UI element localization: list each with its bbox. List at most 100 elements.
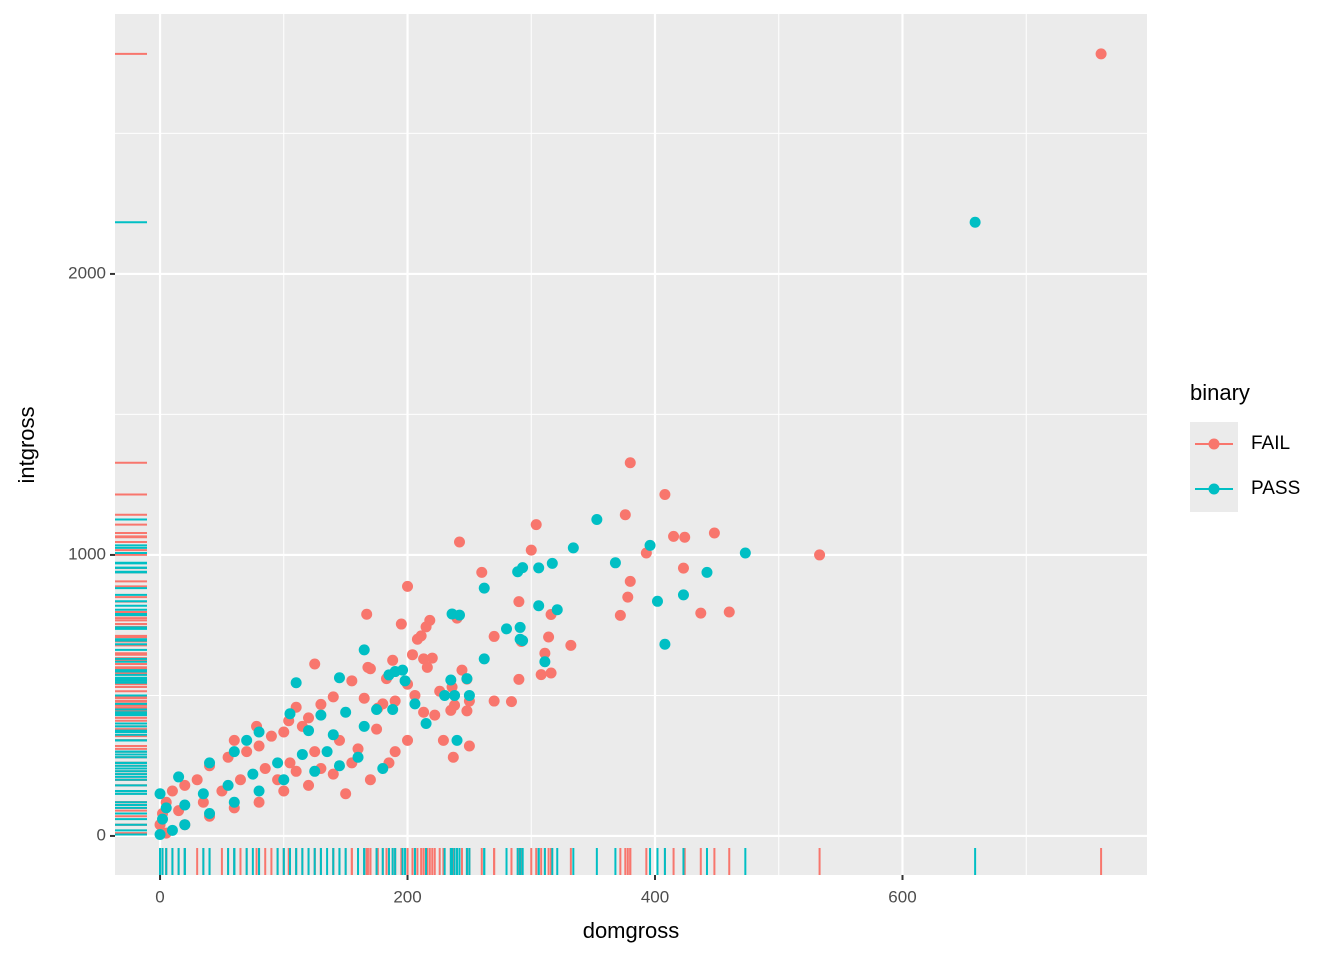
point xyxy=(517,635,529,647)
point xyxy=(546,557,558,569)
point xyxy=(402,580,414,592)
point xyxy=(418,706,430,718)
point xyxy=(476,566,488,578)
point xyxy=(315,698,327,710)
point xyxy=(426,652,438,664)
point xyxy=(228,746,240,758)
point xyxy=(701,566,713,578)
point xyxy=(622,591,634,603)
point xyxy=(253,796,265,808)
legend-label: FAIL xyxy=(1251,433,1290,454)
point xyxy=(296,748,308,760)
legend-marker xyxy=(1208,483,1220,495)
point xyxy=(543,631,555,643)
point xyxy=(463,740,475,752)
point xyxy=(420,718,432,730)
point xyxy=(346,675,358,687)
point xyxy=(488,695,500,707)
point xyxy=(241,734,253,746)
point xyxy=(461,673,473,685)
point xyxy=(644,539,656,551)
point xyxy=(290,677,302,689)
point xyxy=(358,692,370,704)
point xyxy=(228,734,240,746)
point xyxy=(624,457,636,469)
point xyxy=(488,630,500,642)
point xyxy=(309,658,321,670)
point xyxy=(409,689,421,701)
point xyxy=(551,604,563,616)
point xyxy=(659,489,671,501)
point xyxy=(228,796,240,808)
point xyxy=(259,762,271,774)
point xyxy=(253,740,265,752)
point xyxy=(327,768,339,780)
point xyxy=(539,656,551,668)
point xyxy=(461,705,473,717)
point xyxy=(387,654,399,666)
point xyxy=(371,723,383,735)
point xyxy=(272,757,284,769)
point xyxy=(333,672,345,684)
point xyxy=(456,664,468,676)
x-tick-label: 0 xyxy=(155,887,164,906)
point xyxy=(160,802,172,814)
point xyxy=(253,726,265,738)
point xyxy=(739,547,751,559)
legend-label: PASS xyxy=(1251,478,1300,499)
point xyxy=(447,751,459,763)
point xyxy=(445,674,457,686)
point xyxy=(411,633,423,645)
point xyxy=(179,799,191,811)
point xyxy=(451,734,463,746)
x-tick-label: 600 xyxy=(888,887,916,906)
point xyxy=(222,779,234,791)
point xyxy=(333,760,345,772)
point xyxy=(514,621,526,633)
point xyxy=(358,720,370,732)
point xyxy=(371,703,383,715)
point xyxy=(340,788,352,800)
point xyxy=(463,689,475,701)
point xyxy=(614,609,626,621)
point xyxy=(389,746,401,758)
point xyxy=(154,829,166,841)
point xyxy=(387,703,399,715)
point xyxy=(533,562,545,574)
point xyxy=(429,709,441,721)
point xyxy=(446,608,458,620)
point xyxy=(512,566,524,578)
point xyxy=(377,762,389,774)
point xyxy=(247,768,259,780)
point xyxy=(397,664,409,676)
point xyxy=(204,757,216,769)
point xyxy=(179,819,191,831)
point xyxy=(358,644,370,656)
point xyxy=(513,673,525,685)
point xyxy=(253,785,265,797)
point xyxy=(290,765,302,777)
point xyxy=(609,557,621,569)
point xyxy=(535,669,547,681)
x-tick-label: 200 xyxy=(393,887,421,906)
y-tick-label: 0 xyxy=(97,825,106,844)
point xyxy=(179,779,191,791)
point xyxy=(545,667,557,679)
point xyxy=(352,751,364,763)
point xyxy=(478,582,490,594)
point xyxy=(453,536,465,548)
point xyxy=(723,606,735,618)
point xyxy=(449,689,461,701)
point xyxy=(166,785,178,797)
point xyxy=(309,765,321,777)
point xyxy=(173,771,185,783)
point xyxy=(439,689,451,701)
point xyxy=(197,796,209,808)
point xyxy=(619,509,631,521)
point xyxy=(352,743,364,755)
y-tick-label: 1000 xyxy=(68,544,106,563)
point xyxy=(278,785,290,797)
point xyxy=(513,596,525,608)
